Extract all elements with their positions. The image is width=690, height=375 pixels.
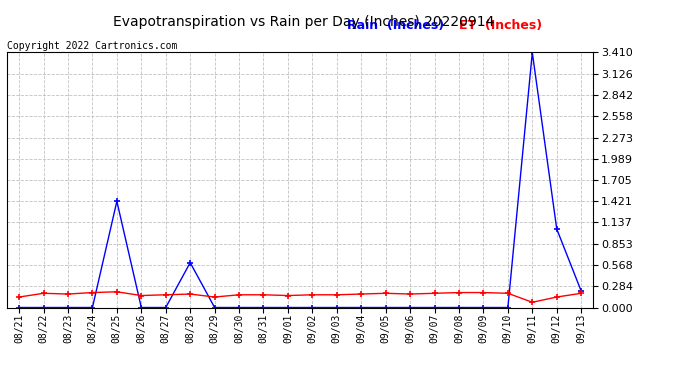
Text: Copyright 2022 Cartronics.com: Copyright 2022 Cartronics.com xyxy=(7,41,177,51)
Text: ET  (Inches): ET (Inches) xyxy=(458,19,542,32)
Text: Evapotranspiration vs Rain per Day (Inches) 20220914: Evapotranspiration vs Rain per Day (Inch… xyxy=(113,15,494,29)
Text: Rain  (Inches): Rain (Inches) xyxy=(347,19,444,32)
